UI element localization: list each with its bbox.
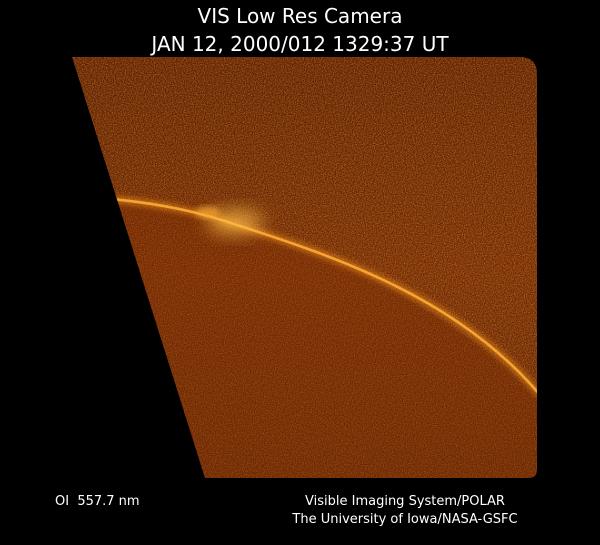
filter-label: OI 557.7 nm <box>55 494 140 509</box>
subtitle: JAN 12, 2000/012 1329:37 UT <box>151 32 449 56</box>
title: VIS Low Res Camera <box>197 4 403 28</box>
field-of-view <box>72 57 537 478</box>
credit-line: The University of Iowa/NASA-GSFC <box>292 512 518 527</box>
credit-line: Visible Imaging System/POLAR <box>305 494 505 509</box>
